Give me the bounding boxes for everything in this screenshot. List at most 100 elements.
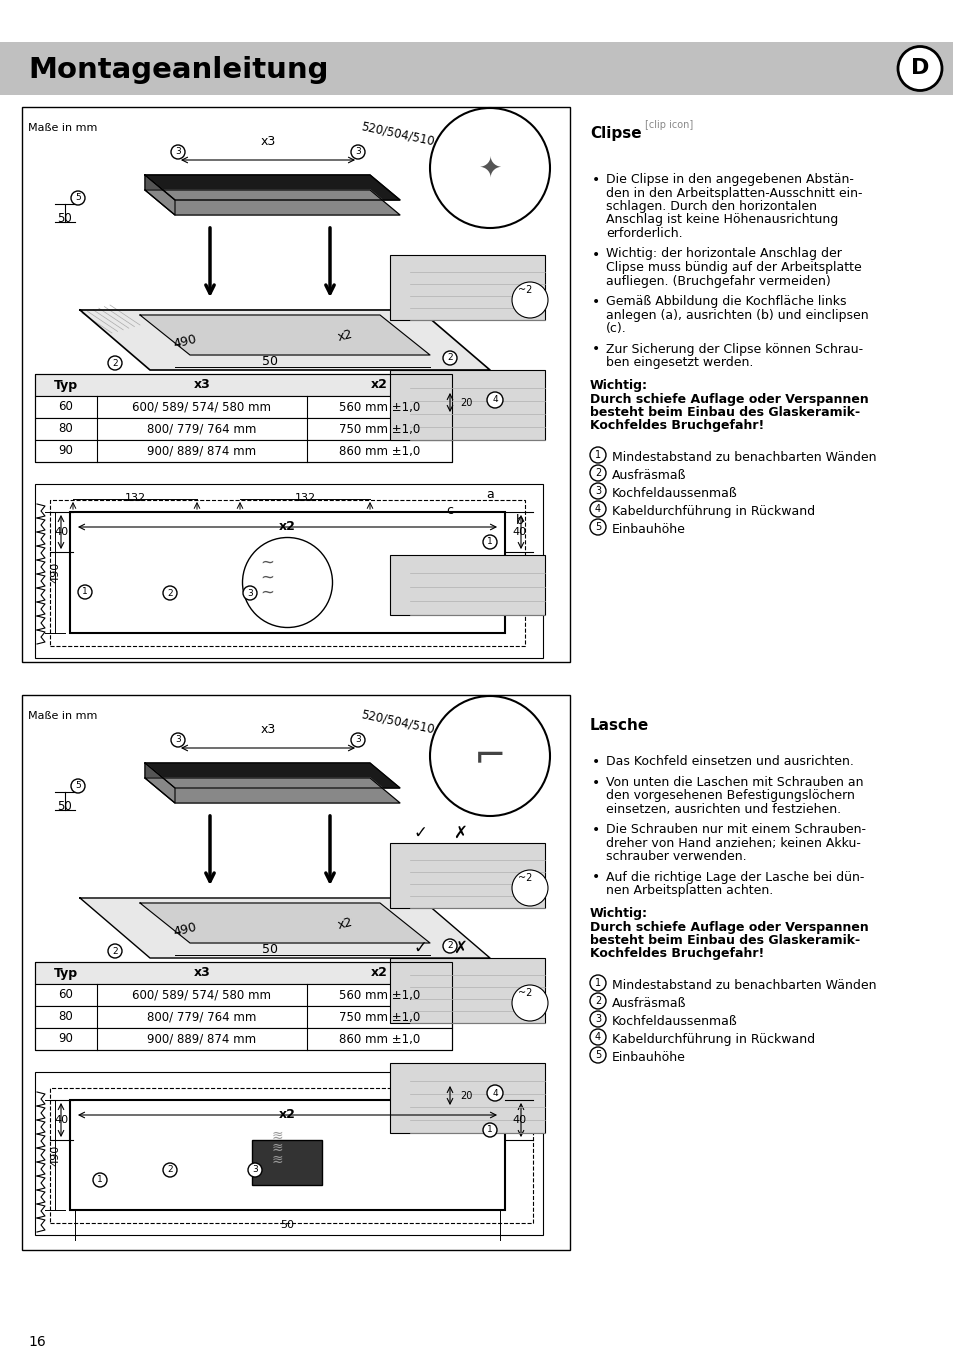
Text: ~2: ~2 [517,988,532,998]
Text: 2: 2 [112,358,117,367]
Bar [35,374,452,396]
Text: Wichtig:: Wichtig: [589,380,647,393]
Text: 132: 132 [294,493,315,503]
Bar [390,1063,544,1133]
Text: x2: x2 [335,328,354,345]
Bar [35,417,452,440]
Text: 80: 80 [58,423,73,435]
Text: 1: 1 [97,1175,103,1185]
Text: 3: 3 [252,1166,257,1174]
Text: 3: 3 [355,735,360,744]
Text: Die Schrauben nur mit einem Schrauben-: Die Schrauben nur mit einem Schrauben- [605,823,865,836]
Text: •: • [592,295,599,309]
Text: Das Kochfeld einsetzen und ausrichten.: Das Kochfeld einsetzen und ausrichten. [605,755,853,767]
Text: ✦: ✦ [477,154,501,182]
Bar [70,1100,504,1210]
Text: 2: 2 [447,354,453,362]
Text: 3: 3 [247,589,253,597]
Text: ~2: ~2 [517,873,532,884]
Text: 490: 490 [172,921,198,939]
Circle shape [430,108,550,228]
Text: 3: 3 [355,147,360,157]
Text: b: b [516,513,523,527]
Circle shape [351,734,365,747]
Text: Durch schiefe Auflage oder Verspannen: Durch schiefe Auflage oder Verspannen [589,393,868,405]
Circle shape [486,1085,502,1101]
Text: c: c [446,504,453,516]
Polygon shape [145,176,399,200]
Circle shape [242,538,333,627]
Text: ✓: ✓ [413,939,427,957]
Circle shape [108,357,122,370]
Text: 60: 60 [58,989,73,1001]
Circle shape [486,392,502,408]
Circle shape [589,484,605,499]
Polygon shape [140,315,430,355]
Text: 900/ 889/ 874 mm: 900/ 889/ 874 mm [148,444,256,458]
Text: erforderlich.: erforderlich. [605,227,682,240]
Text: 90: 90 [58,444,73,458]
Polygon shape [80,898,490,958]
Text: 520/504/510: 520/504/510 [359,120,436,149]
Text: Kabeldurchführung in Rückwand: Kabeldurchführung in Rückwand [612,1034,814,1046]
Bar [22,694,569,1250]
Text: 490: 490 [50,562,60,584]
Text: 5: 5 [595,521,600,532]
Text: 800/ 779/ 764 mm: 800/ 779/ 764 mm [147,1011,256,1024]
Text: Maße in mm: Maße in mm [28,123,97,132]
Text: ✓: ✓ [413,824,427,842]
Text: •: • [592,755,599,769]
Text: Ausfräsmaß: Ausfräsmaß [612,997,686,1011]
Bar [0,42,953,95]
Text: x3: x3 [193,378,211,392]
Circle shape [71,190,85,205]
Text: x2: x2 [371,966,388,979]
Circle shape [897,46,941,91]
Text: •: • [592,870,599,885]
Bar [35,1028,452,1050]
Circle shape [589,1011,605,1027]
Text: 3: 3 [595,486,600,496]
Text: Clipse muss bündig auf der Arbeitsplatte: Clipse muss bündig auf der Arbeitsplatte [605,261,861,274]
Circle shape [248,1163,262,1177]
Text: 50: 50 [280,1220,294,1229]
Text: 132: 132 [124,493,146,503]
Text: Montageanleitung: Montageanleitung [28,55,328,84]
Text: Mindestabstand zu benachbarten Wänden: Mindestabstand zu benachbarten Wänden [612,979,876,992]
Circle shape [430,696,550,816]
Text: ben eingesetzt werden.: ben eingesetzt werden. [605,357,753,369]
Bar [35,440,452,462]
Text: Lasche: Lasche [589,717,649,734]
Text: ≋: ≋ [272,1129,283,1143]
Circle shape [589,519,605,535]
Circle shape [512,985,547,1021]
Text: besteht beim Einbau des Glaskeramik-: besteht beim Einbau des Glaskeramik- [589,407,860,419]
Text: Kochfeldes Bruchgefahr!: Kochfeldes Bruchgefahr! [589,420,763,432]
Bar [50,500,524,646]
Text: 900/ 889/ 874 mm: 900/ 889/ 874 mm [148,1032,256,1046]
Text: Gemäß Abbildung die Kochfläche links: Gemäß Abbildung die Kochfläche links [605,295,845,308]
Text: •: • [592,823,599,838]
Text: aufliegen. (Bruchgefahr vermeiden): aufliegen. (Bruchgefahr vermeiden) [605,274,830,288]
Text: Kabeldurchführung in Rückwand: Kabeldurchführung in Rückwand [612,505,814,517]
Circle shape [512,282,547,317]
Bar [35,374,452,462]
Text: •: • [592,343,599,357]
Circle shape [589,975,605,992]
Text: 1: 1 [595,978,600,988]
Bar [35,484,542,658]
Text: •: • [592,173,599,186]
Text: [clip icon]: [clip icon] [644,120,693,130]
Text: ~: ~ [260,584,274,601]
Text: 800/ 779/ 764 mm: 800/ 779/ 764 mm [147,423,256,435]
Bar [50,1088,533,1223]
Text: 4: 4 [595,504,600,513]
Polygon shape [145,778,399,802]
Text: 4: 4 [492,396,497,404]
Text: (c).: (c). [605,322,626,335]
Text: ✗: ✗ [453,824,466,842]
Polygon shape [145,190,399,215]
Text: 5: 5 [595,1050,600,1061]
Text: 2: 2 [167,1166,172,1174]
Circle shape [589,993,605,1009]
